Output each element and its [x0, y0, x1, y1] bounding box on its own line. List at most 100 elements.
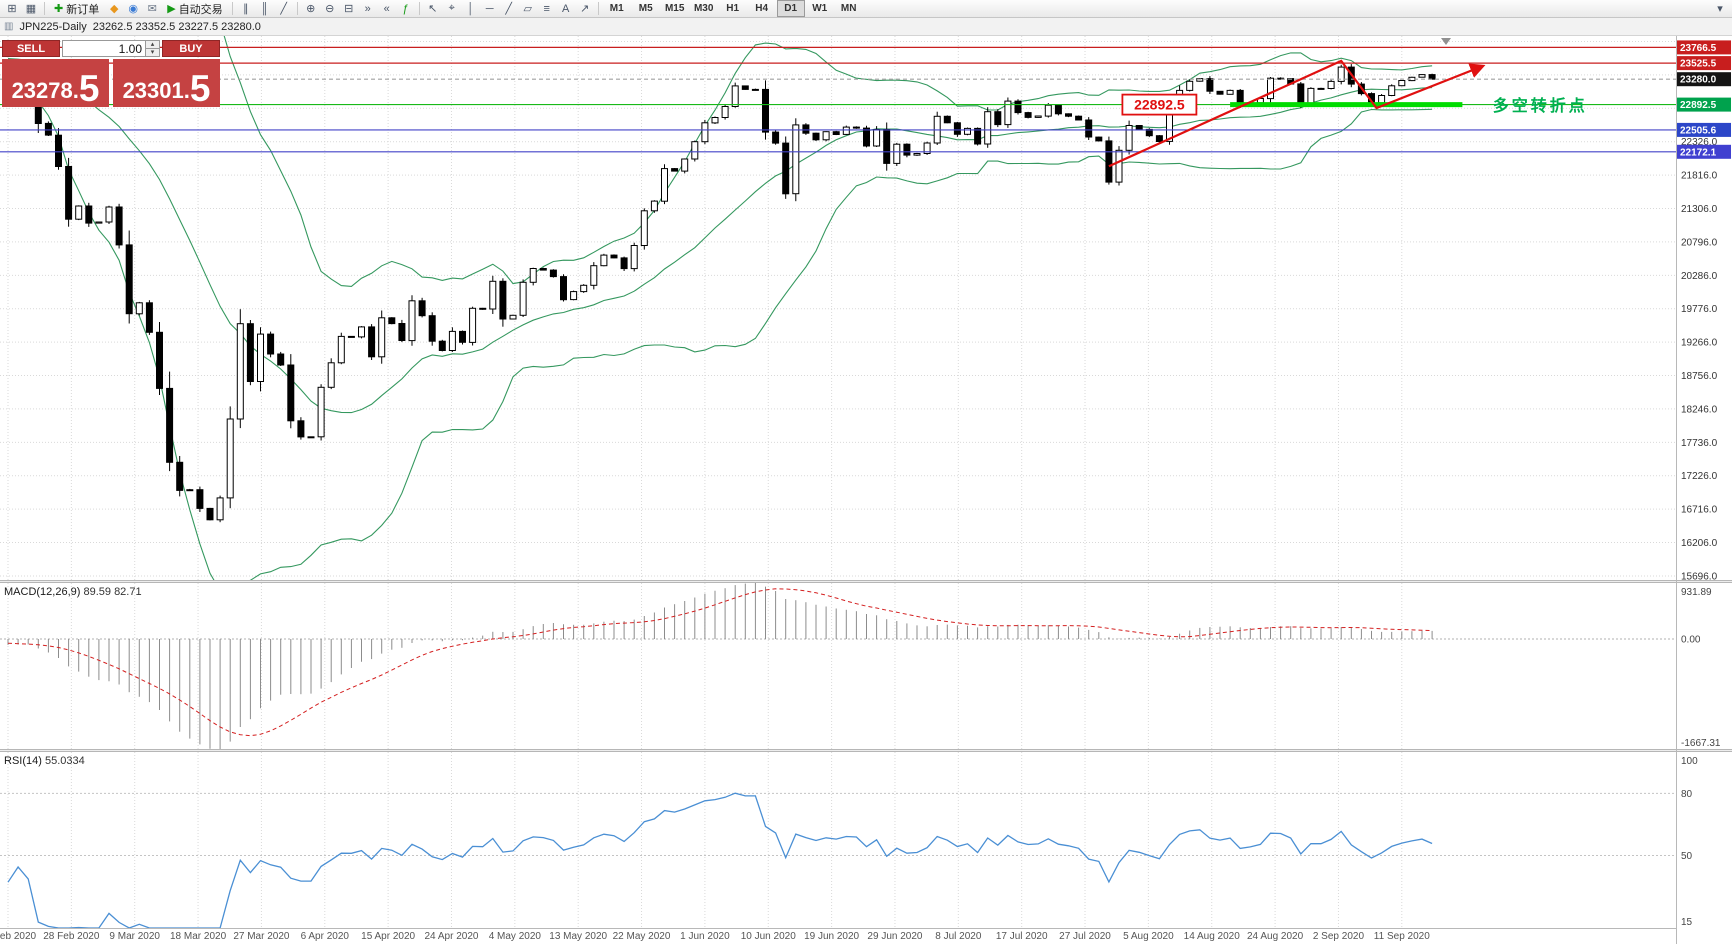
- bars-mode-icon[interactable]: ∥: [242, 3, 249, 15]
- date-label: 9 Mar 2020: [109, 931, 160, 942]
- date-label: 27 Jul 2020: [1059, 931, 1111, 942]
- timeframe-m30-button[interactable]: M30: [693, 3, 714, 14]
- timeframe-m15-button[interactable]: M15: [664, 3, 685, 14]
- profiles-icon[interactable]: ▦: [25, 3, 37, 15]
- level-callout[interactable]: [1121, 93, 1198, 116]
- zoom-out-icon[interactable]: ⊖: [325, 3, 335, 15]
- toolbar-separator: [418, 2, 420, 15]
- svg-text:21306.0: 21306.0: [1681, 204, 1718, 215]
- community-icon[interactable]: ◉: [128, 3, 139, 15]
- zoom-in-icon[interactable]: ⊕: [306, 3, 316, 15]
- sell-price-pip: 5: [78, 67, 100, 109]
- svg-text:22172.1: 22172.1: [1680, 147, 1717, 158]
- rsi-panel[interactable]: 100 80 50 15: [0, 752, 1732, 928]
- svg-text:19266.0: 19266.0: [1681, 338, 1718, 349]
- trendline-icon[interactable]: ╱: [505, 3, 512, 15]
- volume-spinner[interactable]: ▴ ▾: [145, 41, 159, 56]
- rsi-axis-min: 15: [1681, 917, 1693, 928]
- svg-text:23280.0: 23280.0: [1680, 75, 1717, 86]
- svg-text:23766.5: 23766.5: [1680, 43, 1717, 54]
- toolbar-overflow-icon[interactable]: ▾: [1717, 3, 1723, 15]
- date-label: 17 Jul 2020: [995, 931, 1048, 942]
- arrows-icon[interactable]: ↗: [580, 3, 590, 15]
- text-label-icon[interactable]: A: [562, 2, 570, 15]
- price-axis-border: [1676, 36, 1677, 944]
- alerts-icon[interactable]: ✉: [147, 3, 157, 15]
- panel-separator[interactable]: [0, 749, 1732, 752]
- chart-ohlc-values: 23262.5 23352.5 23227.5 23280.0: [92, 20, 261, 33]
- date-label: 18 Mar 2020: [169, 931, 227, 942]
- new-chart-icon[interactable]: ⊞: [7, 3, 17, 15]
- macd-axis-zero: 0.00: [1681, 635, 1701, 646]
- timeframe-h1-button[interactable]: H1: [726, 3, 740, 14]
- svg-text:20286.0: 20286.0: [1681, 271, 1718, 282]
- auto-scroll-icon[interactable]: »: [364, 2, 371, 15]
- macd-signal-line: [7, 588, 1433, 737]
- horizontal-level-lines[interactable]: [0, 46, 1676, 153]
- autotrading-button[interactable]: ▶ 自动交易: [162, 1, 227, 16]
- date-label: 24 Apr 2020: [424, 931, 479, 942]
- buy-price-panel[interactable]: 23301. 5: [113, 59, 220, 107]
- bollinger-bands: [7, 36, 1433, 580]
- macd-panel[interactable]: 931.89 0.00 -1667.31: [0, 583, 1732, 749]
- turning-point-label: 多空转折点: [1493, 96, 1588, 115]
- timeframe-m1-button[interactable]: M1: [609, 3, 624, 14]
- sell-button[interactable]: SELL: [2, 40, 60, 57]
- volume-down-icon[interactable]: ▾: [146, 49, 159, 56]
- date-label: 24 Aug 2020: [1246, 931, 1304, 942]
- candles-layer: [4, 61, 1436, 523]
- grid-lines: [7, 583, 1403, 749]
- date-label: 15 Apr 2020: [361, 931, 416, 942]
- svg-text:21816.0: 21816.0: [1681, 171, 1718, 182]
- one-click-trading-widget: SELL 1.00 ▴ ▾ BUY 23278. 5 23301. 5: [2, 40, 220, 107]
- svg-text:15696.0: 15696.0: [1681, 571, 1718, 580]
- buy-price: 23301.: [122, 78, 190, 103]
- price-axis[interactable]: 22326.0 21816.0 21306.0 20796.0 20286.0 19776…: [1677, 40, 1731, 580]
- cursor-icon[interactable]: ↖: [428, 3, 438, 15]
- macd-histogram: [7, 583, 1433, 749]
- crosshair-icon[interactable]: ⌖: [448, 2, 455, 14]
- indicators-icon[interactable]: ƒ: [402, 2, 409, 15]
- timeframe-m5-button[interactable]: M5: [638, 3, 653, 14]
- candles-mode-icon[interactable]: ║: [260, 2, 269, 15]
- rsi-axis-max: 100: [1681, 756, 1698, 767]
- chart-shift-icon[interactable]: «: [383, 2, 390, 15]
- line-mode-icon[interactable]: ╱: [280, 3, 287, 15]
- panel-separator[interactable]: [0, 580, 1732, 583]
- chart-shift-marker[interactable]: [1441, 38, 1451, 45]
- trend-arrow[interactable]: [1108, 59, 1486, 168]
- main-price-chart[interactable]: 22892.5 多空转折点 22326.0 21816.0 21306.0 20796.0…: [0, 36, 1732, 580]
- fibonacci-icon[interactable]: ≡: [543, 2, 550, 15]
- time-axis[interactable]: 19 Feb 2020 28 Feb 2020 9 Mar 2020 18 Mar 2…: [0, 928, 1676, 945]
- sell-price-panel[interactable]: 23278. 5: [2, 59, 109, 107]
- timeframe-w1-button[interactable]: W1: [812, 3, 828, 14]
- new-order-icon: ✚: [54, 3, 64, 15]
- svg-text:17736.0: 17736.0: [1681, 438, 1718, 449]
- toolbar-button-label: 自动交易: [178, 3, 223, 16]
- timeframe-mn-button[interactable]: MN: [840, 3, 857, 14]
- autotrading-icon: ▶: [167, 3, 176, 15]
- date-label: 8 Jul 2020: [935, 931, 982, 942]
- channel-icon[interactable]: ▱: [523, 3, 532, 15]
- date-label: 1 Jun 2020: [680, 931, 730, 942]
- resistance-line-1-badge: [1677, 40, 1731, 55]
- metaquotes-icon[interactable]: ◆: [109, 3, 119, 15]
- horizontal-line-icon[interactable]: ─: [485, 2, 494, 15]
- macd-name: MACD(12,26,9): [4, 586, 81, 598]
- svg-text:17226.0: 17226.0: [1681, 471, 1718, 482]
- vertical-line-icon[interactable]: │: [467, 2, 475, 15]
- timeframe-d1-button[interactable]: D1: [776, 0, 805, 17]
- toolbar-separator: [296, 2, 298, 15]
- rsi-value: 55.0334: [44, 755, 85, 767]
- timeframe-h4-button[interactable]: H4: [755, 3, 769, 14]
- volume-input[interactable]: 1.00 ▴ ▾: [62, 40, 160, 57]
- date-label: 22 May 2020: [612, 931, 671, 942]
- macd-axis-min: -1667.31: [1681, 738, 1721, 749]
- date-label: 14 Aug 2020: [1183, 931, 1240, 942]
- svg-text:19776.0: 19776.0: [1681, 304, 1718, 315]
- tile-windows-icon[interactable]: ⊟: [344, 3, 354, 15]
- svg-text:22505.6: 22505.6: [1680, 125, 1717, 136]
- new-order-button[interactable]: ✚ 新订单: [49, 1, 104, 16]
- volume-up-icon[interactable]: ▴: [146, 41, 159, 49]
- buy-button[interactable]: BUY: [162, 40, 220, 57]
